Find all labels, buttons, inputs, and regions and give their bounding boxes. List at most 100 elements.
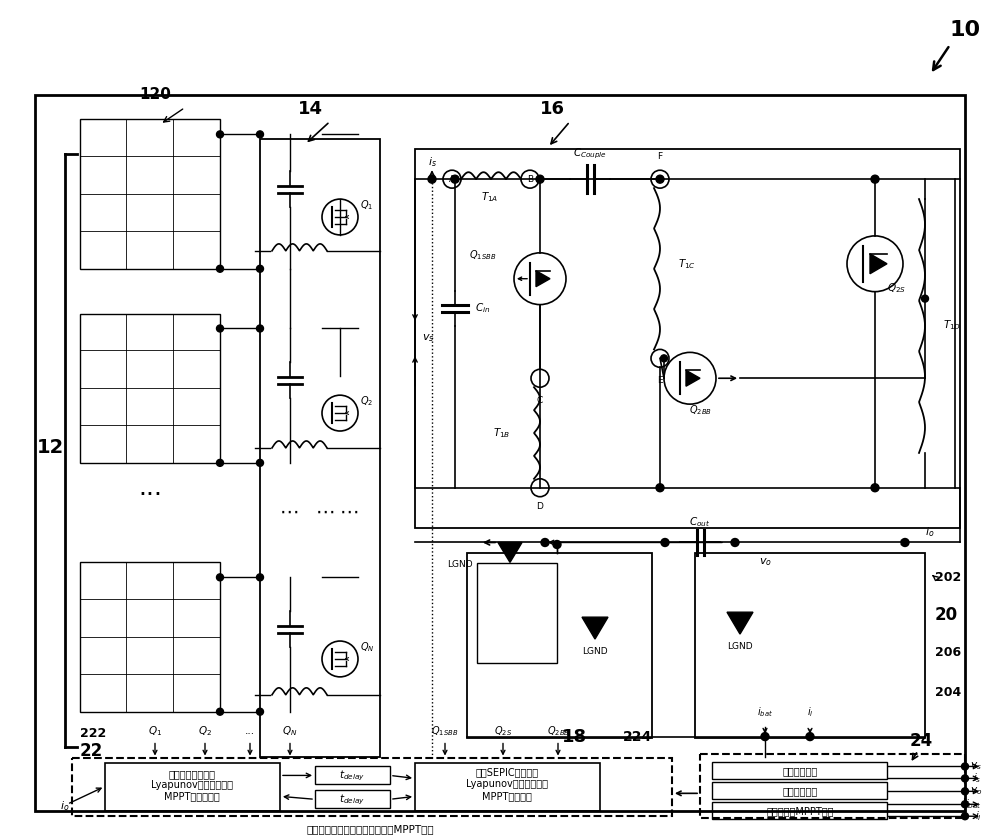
Text: Lyapunov开关极値搜索: Lyapunov开关极値搜索 <box>151 780 233 790</box>
Circle shape <box>871 484 879 492</box>
Circle shape <box>962 813 968 820</box>
Circle shape <box>256 708 264 716</box>
Text: LGND: LGND <box>727 642 753 651</box>
Bar <box>260 140 380 757</box>
Circle shape <box>428 176 436 183</box>
Text: 模组投切控制: 模组投切控制 <box>782 767 818 777</box>
Text: ...: ... <box>245 726 255 736</box>
Bar <box>712 782 887 799</box>
Circle shape <box>553 541 561 548</box>
Circle shape <box>761 732 769 741</box>
Circle shape <box>216 131 224 138</box>
Text: D: D <box>537 502 543 511</box>
Text: $Q_1$: $Q_1$ <box>360 198 373 212</box>
Text: $Q_{1SBB}$: $Q_{1SBB}$ <box>431 724 459 737</box>
Bar <box>315 790 390 808</box>
Text: 后级SEPIC锁电升压: 后级SEPIC锁电升压 <box>475 767 539 777</box>
Text: $T_{1A}$: $T_{1A}$ <box>481 191 499 204</box>
Polygon shape <box>582 617 608 639</box>
Circle shape <box>536 176 544 183</box>
Text: $Q_{2BB}$: $Q_{2BB}$ <box>547 724 569 737</box>
Text: $i_{bat}$: $i_{bat}$ <box>757 705 773 719</box>
Text: $Q_{2S}$: $Q_{2S}$ <box>887 281 906 294</box>
Text: LGND: LGND <box>582 647 608 656</box>
Circle shape <box>256 325 264 332</box>
Text: 光伏单元非MPPT控制: 光伏单元非MPPT控制 <box>766 806 834 816</box>
Circle shape <box>216 708 224 716</box>
Bar <box>80 120 220 268</box>
Circle shape <box>962 801 968 808</box>
Polygon shape <box>498 543 522 563</box>
Text: MPPT控制单元: MPPT控制单元 <box>482 792 532 802</box>
Text: ...: ... <box>138 476 162 500</box>
Text: $t_{delay}$: $t_{delay}$ <box>339 768 365 782</box>
Text: $v_o$: $v_o$ <box>970 786 982 798</box>
Circle shape <box>656 176 664 183</box>
Text: $T_{1D}$: $T_{1D}$ <box>943 319 961 333</box>
Text: $i_l$: $i_l$ <box>975 809 982 823</box>
Text: 202: 202 <box>935 571 961 584</box>
Text: 22: 22 <box>80 742 103 760</box>
Text: ⋯: ⋯ <box>340 503 360 522</box>
Circle shape <box>451 176 459 183</box>
Circle shape <box>541 538 549 547</box>
Bar <box>80 563 220 711</box>
Text: 控制策略切换: 控制策略切换 <box>782 787 818 797</box>
Circle shape <box>962 775 968 782</box>
Text: LGND: LGND <box>447 560 473 569</box>
Polygon shape <box>870 254 887 273</box>
Bar <box>712 762 887 779</box>
Circle shape <box>922 295 928 302</box>
Circle shape <box>216 573 224 581</box>
Bar <box>477 563 557 663</box>
Text: $Q_2$: $Q_2$ <box>198 724 212 737</box>
Bar <box>712 803 887 819</box>
Circle shape <box>256 131 264 138</box>
Polygon shape <box>686 370 700 386</box>
Text: $T_{1B}$: $T_{1B}$ <box>493 426 510 440</box>
Polygon shape <box>727 612 753 634</box>
Text: F: F <box>657 152 663 161</box>
Bar <box>695 553 925 737</box>
Bar <box>315 767 390 784</box>
Text: 206: 206 <box>935 646 961 660</box>
Text: $C_{out}$: $C_{out}$ <box>689 515 711 528</box>
Text: $v_o$: $v_o$ <box>759 557 771 568</box>
Text: 224: 224 <box>623 730 653 743</box>
Bar <box>415 763 600 811</box>
Circle shape <box>661 538 669 547</box>
Text: ⋯: ⋯ <box>315 503 335 522</box>
Text: 222: 222 <box>80 727 106 740</box>
Circle shape <box>256 265 264 273</box>
Text: $Q_N$: $Q_N$ <box>360 640 375 654</box>
Circle shape <box>660 354 668 362</box>
Text: $i_s$: $i_s$ <box>428 155 436 169</box>
Text: 18: 18 <box>562 727 588 746</box>
Text: $Q_N$: $Q_N$ <box>282 724 298 737</box>
Text: Lyapunov开关极値搜索: Lyapunov开关极値搜索 <box>466 779 548 789</box>
Text: E: E <box>657 376 663 385</box>
Text: ⋯: ⋯ <box>280 503 300 522</box>
Text: $i_o$: $i_o$ <box>925 526 934 539</box>
Circle shape <box>256 459 264 466</box>
Circle shape <box>962 763 968 770</box>
Text: $v_s$: $v_s$ <box>970 761 982 772</box>
Bar <box>415 150 960 528</box>
Text: $Q_{2BB}$: $Q_{2BB}$ <box>689 403 711 417</box>
Bar <box>105 763 280 811</box>
Text: $Q_1$: $Q_1$ <box>148 724 162 737</box>
Text: B: B <box>527 175 533 184</box>
Circle shape <box>256 573 264 581</box>
Text: $i_l$: $i_l$ <box>807 705 813 719</box>
Circle shape <box>216 459 224 466</box>
Text: MPPT子控制单元: MPPT子控制单元 <box>164 792 220 802</box>
Text: 24: 24 <box>910 732 933 750</box>
Circle shape <box>216 265 224 273</box>
Text: 204: 204 <box>935 686 961 699</box>
Text: $Q_{1SBB}$: $Q_{1SBB}$ <box>469 248 496 262</box>
Bar <box>35 94 965 811</box>
Bar <box>80 314 220 463</box>
Circle shape <box>731 538 739 547</box>
Circle shape <box>806 732 814 741</box>
Text: 10: 10 <box>949 20 981 40</box>
